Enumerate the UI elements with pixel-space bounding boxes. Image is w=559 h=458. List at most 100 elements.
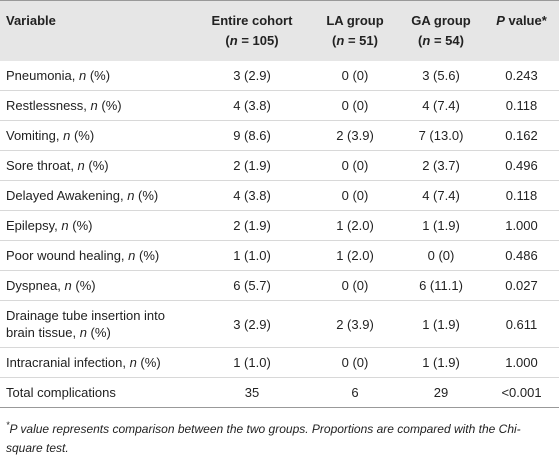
cell: 0 (0): [312, 90, 398, 121]
header-cell: LA group (n = 51): [312, 0, 398, 61]
label-text: n: [127, 188, 135, 203]
table-row: Drainage tube insertion into brain tissu…: [0, 300, 559, 348]
cell: 0 (0): [312, 347, 398, 378]
header-text: GA group: [411, 13, 471, 28]
cell: 0.243: [484, 61, 559, 91]
label-text: n: [77, 158, 85, 173]
cell: 6: [312, 377, 398, 408]
label-text: n: [79, 68, 87, 83]
label-text: Sore throat,: [6, 158, 78, 173]
row-label: Intracranial infection, n (%): [0, 347, 192, 378]
cell: 6 (5.7): [192, 270, 312, 301]
cell: 0 (0): [312, 180, 398, 211]
table-row: Intracranial infection, n (%) 1 (1.0) 0 (0…: [0, 347, 559, 378]
label-text: Vomiting,: [6, 128, 64, 143]
cell: 2 (3.7): [398, 150, 484, 181]
cell: 0 (0): [312, 61, 398, 91]
row-label: Sore throat, n (%): [0, 150, 192, 181]
label-text: (%): [84, 158, 109, 173]
cell: 1.000: [484, 210, 559, 241]
header-text: = 51): [344, 33, 378, 48]
cell: 6 (11.1): [398, 270, 484, 301]
header-cell: Entire cohort (n = 105): [192, 0, 312, 61]
header-row: Variable Entire cohort (n = 105) LA group…: [0, 0, 559, 61]
header-text: LA group: [326, 13, 384, 28]
header-text: = 54): [430, 33, 464, 48]
label-text: (%): [134, 188, 159, 203]
table-row: Vomiting, n (%) 9 (8.6) 2 (3.9) 7 (13.0) 0.1…: [0, 120, 559, 151]
cell: 29: [398, 377, 484, 408]
cell: 3 (2.9): [192, 300, 312, 348]
header-text: (: [225, 33, 230, 48]
cell: 0.611: [484, 300, 559, 348]
cell: 0 (0): [312, 150, 398, 181]
header-text: Entire cohort: [211, 13, 293, 28]
cell: 1.000: [484, 347, 559, 378]
table-row: Sore throat, n (%) 2 (1.9) 0 (0) 2 (3.7) 0.4…: [0, 150, 559, 181]
cell: 1 (1.9): [398, 300, 484, 348]
header-text: (: [418, 33, 423, 48]
footnote-marker: *: [6, 420, 10, 430]
cell: 1 (2.0): [312, 210, 398, 241]
table: Variable Entire cohort (n = 105) LA group…: [0, 0, 559, 408]
cell: 7 (13.0): [398, 120, 484, 151]
header-text: P: [496, 13, 505, 28]
row-label: Dyspnea, n (%): [0, 270, 192, 301]
cell: 1 (2.0): [312, 240, 398, 271]
label-text: Poor wound healing,: [6, 248, 129, 263]
header-text: (: [332, 33, 337, 48]
label-text: Dyspnea,: [6, 278, 65, 293]
label-text: (%): [135, 248, 160, 263]
label-text: n: [128, 248, 136, 263]
cell: 0.162: [484, 120, 559, 151]
label-text: n: [90, 98, 98, 113]
label-text: Total complications: [6, 385, 116, 400]
table-header: Variable Entire cohort (n = 105) LA group…: [0, 0, 559, 61]
row-label: Drainage tube insertion into brain tissu…: [0, 300, 192, 348]
cell: 2 (1.9): [192, 210, 312, 241]
cell: 0.496: [484, 150, 559, 181]
label-text: (%): [136, 355, 161, 370]
row-label: Delayed Awakening, n (%): [0, 180, 192, 211]
label-text: (%): [70, 128, 95, 143]
footnote-text: P value represents comparison between th…: [6, 422, 521, 455]
cell: 0 (0): [398, 240, 484, 271]
cell: 0.118: [484, 90, 559, 121]
cell: 2 (1.9): [192, 150, 312, 181]
header-text: n: [336, 33, 345, 48]
label-text: n: [129, 355, 137, 370]
cell: 0.486: [484, 240, 559, 271]
table-row: Pneumonia, n (%) 3 (2.9) 0 (0) 3 (5.6) 0.243: [0, 61, 559, 91]
label-text: Pneumonia,: [6, 68, 79, 83]
header-text: n: [422, 33, 431, 48]
row-label: Restlessness, n (%): [0, 90, 192, 121]
label-text: (%): [86, 68, 111, 83]
header-cell: Variable: [0, 0, 192, 61]
cell: 4 (7.4): [398, 90, 484, 121]
table-body: Pneumonia, n (%) 3 (2.9) 0 (0) 3 (5.6) 0.243…: [0, 61, 559, 408]
table-row: Delayed Awakening, n (%) 4 (3.8) 0 (0) 4 (7…: [0, 180, 559, 211]
label-text: (%): [86, 325, 111, 340]
row-label: Epilepsy, n (%): [0, 210, 192, 241]
cell: 0.118: [484, 180, 559, 211]
table-row: Total complications 35 6 29 <0.001: [0, 377, 559, 408]
label-text: n: [64, 278, 72, 293]
row-label: Poor wound healing, n (%): [0, 240, 192, 271]
label-text: (%): [97, 98, 122, 113]
label-text: Intracranial infection,: [6, 355, 130, 370]
cell: 0.027: [484, 270, 559, 301]
cell: 3 (2.9): [192, 61, 312, 91]
row-label: Total complications: [0, 377, 192, 408]
cell: <0.001: [484, 377, 559, 408]
cell: 35: [192, 377, 312, 408]
header-text: = 105): [237, 33, 279, 48]
cell: 1 (1.9): [398, 210, 484, 241]
table-row: Dyspnea, n (%) 6 (5.7) 0 (0) 6 (11.1) 0.027: [0, 270, 559, 301]
header-text: n: [229, 33, 238, 48]
cell: 2 (3.9): [312, 300, 398, 348]
label-text: Epilepsy,: [6, 218, 62, 233]
header-text: Variable: [6, 13, 56, 28]
label-text: (%): [71, 278, 96, 293]
cell: 4 (3.8): [192, 180, 312, 211]
